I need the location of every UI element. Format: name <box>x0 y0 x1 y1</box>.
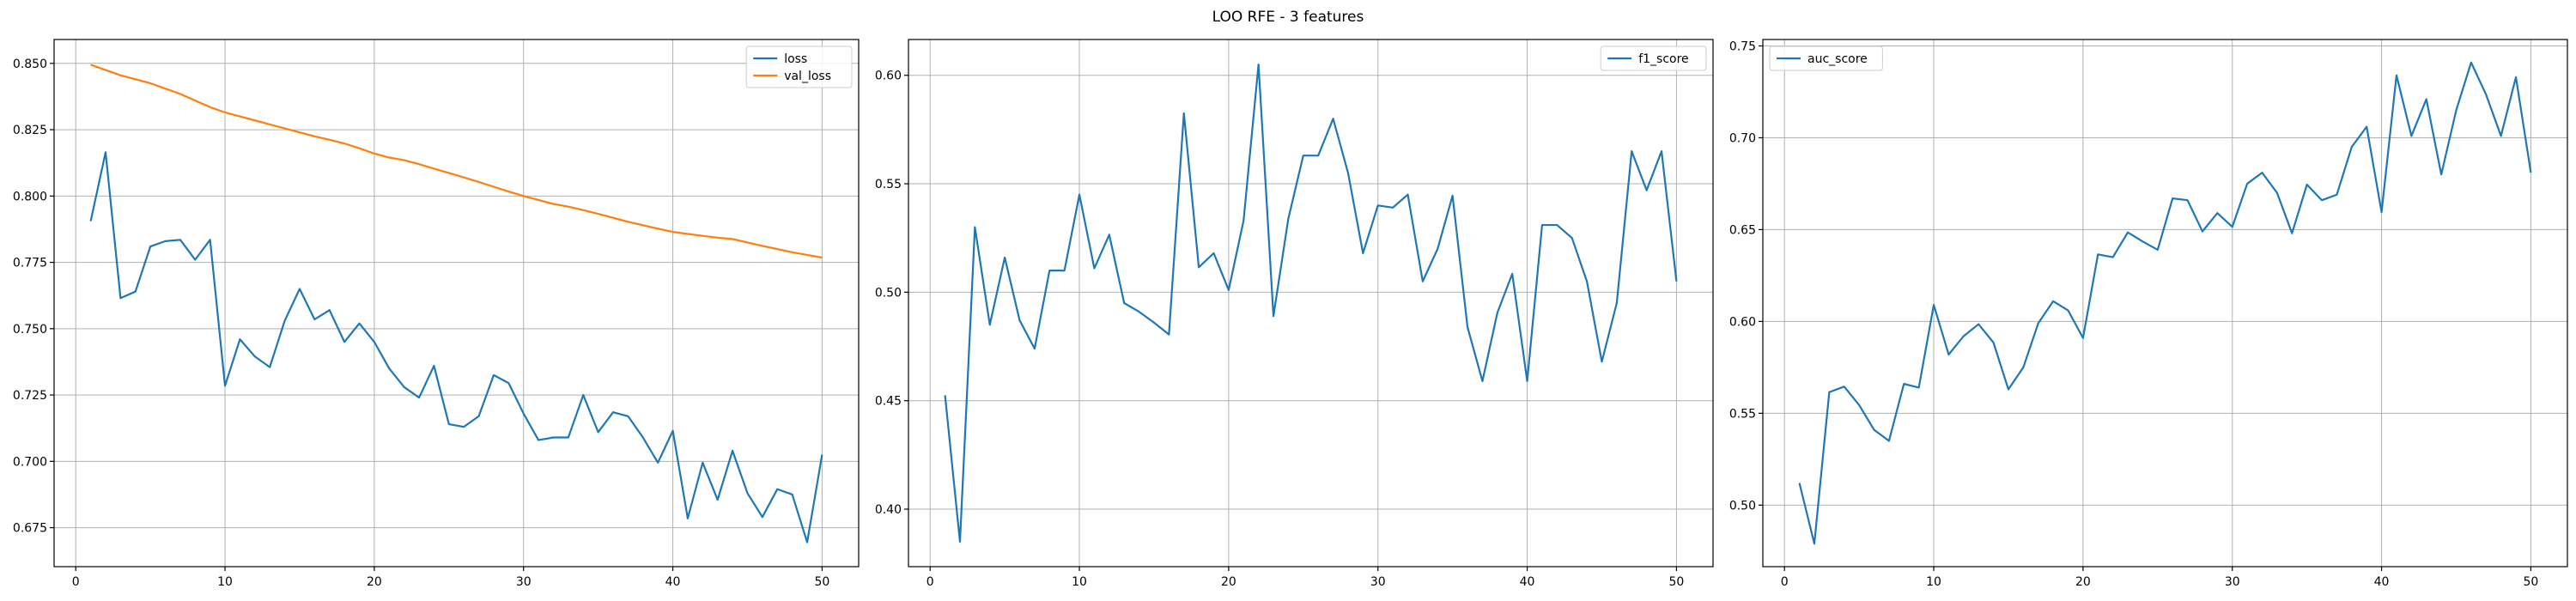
chart-0-x-tick-label-1: 10 <box>217 575 233 589</box>
chart-2-y-tick-label-0: 0.50 <box>1729 499 1756 513</box>
chart-1-x-tick-label-0: 0 <box>927 575 934 589</box>
chart-2-x-tick-label-2: 20 <box>2075 575 2091 589</box>
chart-1-legend-box <box>1600 46 1707 71</box>
chart-1-y-tick-label-0: 0.40 <box>875 503 902 517</box>
chart-1-x-tick-label-3: 30 <box>1370 575 1386 589</box>
chart-2-x-tick-label-3: 30 <box>2225 575 2240 589</box>
chart-1-x-tick-label-1: 10 <box>1072 575 1087 589</box>
chart-0-x-tick-label-2: 20 <box>367 575 382 589</box>
chart-1-axes-frame <box>908 39 1714 568</box>
chart-2-y-tick-label-1: 0.55 <box>1729 407 1756 421</box>
chart-1-series-f1_score-line <box>944 63 1678 543</box>
chart-1-y-tick-label-2: 0.50 <box>875 286 902 300</box>
chart-0-legend-label-loss: loss <box>784 52 807 66</box>
chart-1-x-tick-label-5: 50 <box>1668 575 1684 589</box>
chart-2-y-tick-label-3: 0.65 <box>1729 223 1756 237</box>
chart-0-x-tick-label-4: 40 <box>665 575 681 589</box>
chart-0-legend: loss val_loss <box>745 46 853 88</box>
chart-0-y-tick-label-3: 0.750 <box>13 323 47 337</box>
chart-0-axes-frame <box>53 39 860 568</box>
chart-2-legend-label-auc_score: auc_score <box>1807 52 1868 66</box>
figure-title: LOO RFE - 3 features <box>1212 9 1364 26</box>
chart-2-axes-frame <box>1762 39 2568 568</box>
chart-1-x-tick-label-2: 20 <box>1221 575 1236 589</box>
chart-1-x-tick-label-4: 40 <box>1520 575 1535 589</box>
chart-1-legend-label-f1_score: f1_score <box>1638 52 1688 66</box>
chart-auc-score: 0 10 20 30 40 50 0.50 0.55 0.60 0.65 0.70 0.75 auc_s… <box>1729 39 2568 589</box>
chart-2-x-tick-label-1: 10 <box>1926 575 1941 589</box>
chart-f1-score: 0 10 20 30 40 50 0.40 0.45 0.50 0.55 0.60 f1_score <box>875 39 1714 589</box>
chart-0-y-tick-label-1: 0.700 <box>13 455 47 469</box>
chart-2-series-auc_score-line <box>1798 61 2532 545</box>
chart-0-y-tick-label-7: 0.850 <box>13 58 47 71</box>
chart-1-y-tick-label-4: 0.60 <box>875 70 902 83</box>
chart-1-legend: f1_score <box>1600 46 1707 71</box>
chart-2-x-tick-label-5: 50 <box>2523 575 2538 589</box>
chart-2-y-tick-label-4: 0.70 <box>1729 131 1756 145</box>
chart-0-legend-box <box>745 46 853 88</box>
chart-0-y-tick-label-5: 0.800 <box>13 190 47 203</box>
chart-2-x-tick-label-0: 0 <box>1781 575 1789 589</box>
chart-0-x-tick-label-5: 50 <box>814 575 829 589</box>
chart-2-y-tick-label-5: 0.75 <box>1729 39 1756 53</box>
chart-0-x-tick-label-0: 0 <box>72 575 80 589</box>
chart-0-series-val_loss-line <box>90 64 823 259</box>
chart-loss: 0 10 20 30 40 50 0.675 0.700 0.725 0.750 0.775 0.80… <box>13 39 860 589</box>
chart-1-y-tick-label-1: 0.45 <box>875 395 902 409</box>
chart-0-x-tick-label-3: 30 <box>516 575 532 589</box>
chart-0-y-tick-label-6: 0.825 <box>13 124 47 137</box>
chart-2-legend: auc_score <box>1769 46 1883 71</box>
chart-0-y-tick-label-0: 0.675 <box>13 522 47 536</box>
chart-2-legend-box <box>1769 46 1883 71</box>
chart-0-legend-label-val_loss: val_loss <box>784 70 831 83</box>
chart-0-y-tick-label-4: 0.775 <box>13 257 47 270</box>
chart-0-y-tick-label-2: 0.725 <box>13 389 47 403</box>
chart-1-y-tick-label-3: 0.55 <box>875 178 902 191</box>
chart-2-y-tick-label-2: 0.60 <box>1729 315 1756 329</box>
chart-0-series-loss-line <box>89 151 823 543</box>
chart-2-x-tick-label-4: 40 <box>2374 575 2390 589</box>
